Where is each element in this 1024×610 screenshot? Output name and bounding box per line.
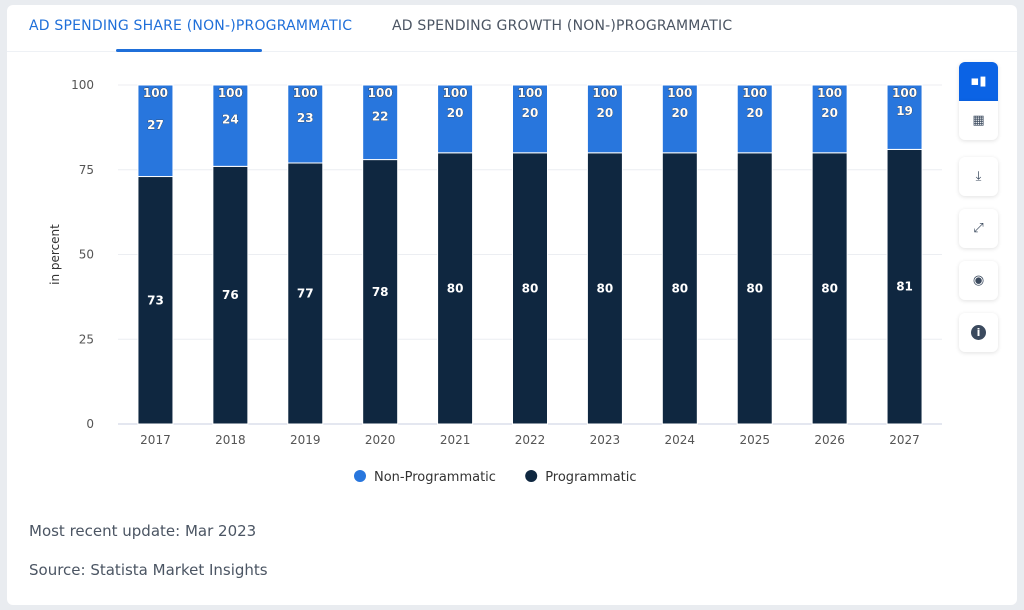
- data-label: 80: [746, 281, 763, 295]
- x-tick-label: 2023: [590, 433, 621, 447]
- tab-share[interactable]: AD SPENDING SHARE (NON-)PROGRAMMATIC: [29, 18, 353, 34]
- data-label: 20: [821, 106, 838, 120]
- data-label: 81: [896, 280, 913, 294]
- bar-non-programmatic: [137, 84, 174, 178]
- bar-programmatic: [362, 159, 399, 425]
- y-tick-label: 0: [86, 417, 94, 431]
- bar-programmatic: [736, 152, 773, 425]
- data-label: 20: [746, 106, 763, 120]
- y-tick-label: 50: [79, 248, 94, 262]
- y-axis-label: in percent: [48, 224, 62, 285]
- bar-non-programmatic: [437, 84, 474, 154]
- data-label: 20: [447, 106, 464, 120]
- legend-label: Programmatic: [545, 470, 636, 485]
- bar-non-programmatic: [287, 84, 324, 164]
- bar-non-programmatic: [586, 84, 623, 154]
- data-label: 23: [297, 111, 314, 125]
- x-tick-label: 2018: [215, 433, 246, 447]
- bar-chart-icon: ▪▮: [970, 74, 987, 89]
- update-text: Most recent update: Mar 2023: [29, 522, 257, 540]
- source-text: Source: Statista Market Insights: [29, 561, 268, 579]
- legend-marker: [525, 470, 538, 482]
- data-label: 80: [447, 281, 464, 295]
- info-button[interactable]: i: [959, 313, 998, 352]
- y-tick-label: 25: [79, 332, 94, 346]
- info-icon: i: [971, 325, 986, 340]
- data-label: 80: [821, 281, 838, 295]
- data-label: 20: [597, 106, 614, 120]
- bar-non-programmatic: [212, 84, 249, 167]
- expand-icon: ⤢: [973, 221, 984, 236]
- table-button[interactable]: ▦: [959, 101, 998, 140]
- data-label: 80: [597, 281, 614, 295]
- tab-bar: AD SPENDING SHARE (NON-)PROGRAMMATIC AD …: [7, 5, 1017, 52]
- legend-marker: [354, 470, 366, 482]
- total-label: 100: [443, 86, 468, 100]
- data-label: 19: [896, 104, 913, 118]
- total-label: 100: [667, 86, 692, 100]
- data-label: 76: [222, 288, 239, 302]
- bar-programmatic: [137, 176, 174, 425]
- x-tick-label: 2027: [889, 433, 920, 447]
- x-tick-label: 2022: [515, 433, 546, 447]
- bar-non-programmatic: [811, 84, 848, 154]
- total-label: 100: [892, 86, 917, 100]
- data-label: 73: [147, 293, 164, 307]
- total-label: 100: [218, 86, 243, 100]
- download-icon: ⤓: [975, 169, 982, 184]
- bar-chart-button[interactable]: ▪▮: [959, 62, 998, 101]
- bar-non-programmatic: [661, 84, 698, 154]
- y-tick-label: 75: [79, 163, 94, 177]
- bar-programmatic: [437, 152, 474, 425]
- x-tick-label: 2020: [365, 433, 396, 447]
- hide-icon: ◉: [972, 273, 985, 288]
- bar-programmatic: [661, 152, 698, 425]
- bar-non-programmatic: [886, 84, 923, 150]
- y-tick-label: 100: [71, 78, 94, 92]
- total-label: 100: [742, 86, 767, 100]
- data-label: 78: [372, 285, 389, 299]
- total-label: 100: [592, 86, 617, 100]
- expand-button[interactable]: ⤢: [959, 209, 998, 248]
- legend-label: Non-Programmatic: [374, 470, 496, 485]
- total-label: 100: [143, 86, 168, 100]
- data-label: 20: [522, 106, 539, 120]
- total-label: 100: [517, 86, 542, 100]
- bar-non-programmatic: [362, 84, 399, 161]
- data-label: 22: [372, 109, 389, 123]
- data-label: 80: [522, 281, 539, 295]
- total-label: 100: [368, 86, 393, 100]
- x-tick-label: 2026: [814, 433, 845, 447]
- x-tick-label: 2024: [665, 433, 696, 447]
- data-label: 80: [671, 281, 688, 295]
- x-tick-label: 2025: [739, 433, 770, 447]
- table-icon: ▦: [972, 113, 985, 128]
- total-label: 100: [817, 86, 842, 100]
- bar-programmatic: [212, 165, 249, 425]
- data-label: 20: [671, 106, 688, 120]
- download-button[interactable]: ⤓: [959, 157, 998, 196]
- bar-programmatic: [512, 152, 548, 425]
- data-label: 24: [222, 113, 239, 127]
- data-label: 77: [297, 286, 314, 300]
- bar-programmatic: [811, 152, 848, 425]
- hide-button[interactable]: ◉: [959, 261, 998, 300]
- active-tab-indicator: [116, 49, 262, 52]
- bar-non-programmatic: [512, 84, 548, 154]
- bar-programmatic: [886, 148, 923, 425]
- tab-growth[interactable]: AD SPENDING GROWTH (NON-)PROGRAMMATIC: [392, 18, 733, 34]
- bar-non-programmatic: [736, 84, 773, 154]
- x-tick-label: 2019: [290, 433, 321, 447]
- data-label: 27: [147, 118, 164, 132]
- total-label: 100: [293, 86, 318, 100]
- x-tick-label: 2017: [140, 433, 171, 447]
- x-tick-label: 2021: [440, 433, 471, 447]
